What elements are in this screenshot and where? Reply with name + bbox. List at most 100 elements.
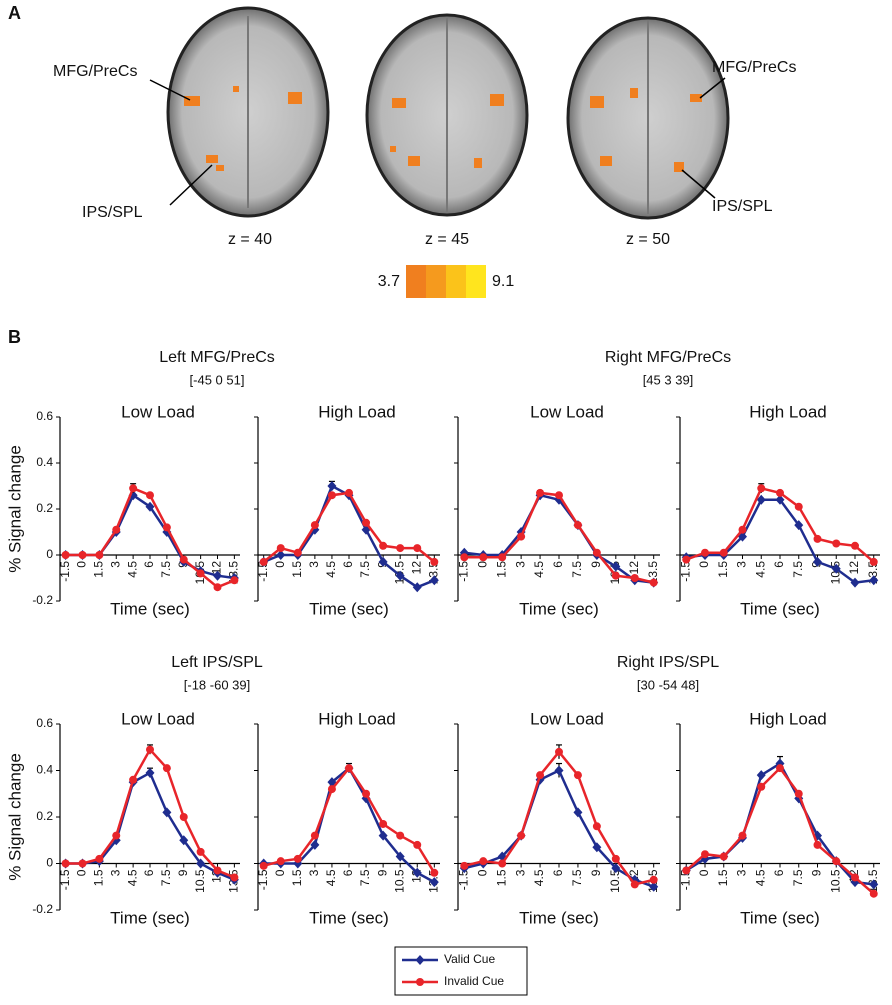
series-line (263, 766, 436, 874)
brain (166, 6, 330, 218)
x-tick-label: 9 (589, 561, 603, 568)
data-point (869, 879, 879, 890)
x-tick-label: 1.5 (494, 561, 508, 578)
data-point (573, 521, 582, 530)
data-point (832, 539, 841, 548)
data-point (869, 889, 878, 898)
data-point (145, 501, 155, 512)
x-tick-label: 4.5 (753, 561, 767, 578)
x-tick-label: 4.5 (532, 561, 546, 578)
data-point (757, 782, 766, 791)
data-point (851, 541, 859, 550)
data-point (831, 563, 841, 574)
colorbar-max: 9.1 (492, 273, 514, 290)
x-axis-label: Time (sec) (740, 599, 820, 618)
data-point (61, 859, 70, 868)
chart-title: Low Load (121, 709, 195, 728)
x-tick-label: 6 (341, 869, 355, 876)
data-point (554, 765, 564, 776)
chart-title: High Load (749, 402, 827, 421)
x-tick-label: 7.5 (159, 561, 173, 578)
x-axis-label: Time (sec) (309, 599, 389, 618)
data-point (259, 861, 268, 870)
x-tick-label: -1.5 (58, 869, 72, 890)
legend-label: Invalid Cue (444, 974, 504, 988)
data-point (162, 807, 172, 818)
data-point (460, 861, 469, 870)
x-tick-label: 12 (210, 561, 224, 575)
x-tick-label: 3 (735, 869, 749, 876)
group-title: Right MFG/PreCs (605, 349, 731, 366)
data-point (129, 775, 138, 784)
group-title: Left MFG/PreCs (159, 349, 275, 366)
x-axis-label: Time (sec) (519, 908, 599, 927)
data-point (196, 858, 206, 869)
data-point (517, 831, 526, 840)
data-point (498, 553, 507, 562)
x-tick-label: 3 (108, 869, 122, 876)
data-point (573, 807, 583, 818)
data-point (378, 830, 388, 841)
x-tick-label: 6 (551, 869, 565, 876)
data-point (430, 557, 439, 566)
x-tick-label: 3 (307, 869, 321, 876)
x-tick-label: 6 (551, 561, 565, 568)
data-point (430, 868, 439, 877)
data-point (649, 875, 658, 884)
data-point (179, 555, 188, 564)
x-tick-label: 4.5 (125, 869, 139, 886)
data-point (775, 494, 785, 505)
x-tick-label: 9 (589, 869, 603, 876)
x-tick-label: 6 (142, 869, 156, 876)
x-tick-label: 9 (810, 869, 824, 876)
x-tick-label: -1.5 (58, 561, 72, 582)
data-point (611, 571, 620, 580)
x-axis-label: Time (sec) (309, 908, 389, 927)
y-tick-label: -0.2 (32, 593, 53, 607)
x-tick-label: -1.5 (456, 869, 470, 890)
data-point (832, 857, 841, 866)
data-point (179, 813, 188, 821)
data-point (813, 534, 822, 543)
data-point (851, 873, 859, 882)
x-tick-label: -1.5 (678, 561, 692, 582)
data-point (517, 532, 526, 541)
data-point (756, 494, 766, 505)
data-point (701, 850, 709, 859)
x-axis-label: Time (sec) (519, 599, 599, 618)
x-tick-label: 4.5 (324, 869, 338, 886)
data-point (719, 852, 728, 861)
data-point (776, 764, 784, 773)
data-point (146, 491, 154, 500)
x-tick-label: 4.5 (753, 869, 767, 886)
data-point (78, 859, 87, 868)
x-axis-label: Time (sec) (110, 599, 190, 618)
data-point (379, 541, 388, 550)
series-line (686, 498, 874, 584)
data-point (536, 771, 545, 780)
data-point (429, 575, 439, 586)
x-tick-label: 0 (273, 869, 287, 876)
annotation: IPS/SPL (82, 204, 143, 221)
group-coords: [30 -54 48] (637, 677, 699, 692)
x-tick-label: 10.5 (608, 869, 622, 893)
annotation: MFG/PreCs (53, 63, 137, 80)
x-tick-label: 0 (273, 561, 287, 568)
legend-label: Valid Cue (444, 952, 495, 966)
data-point (757, 484, 766, 493)
x-tick-label: 6 (772, 869, 786, 876)
data-point (310, 831, 319, 840)
x-tick-label: 0 (697, 869, 711, 876)
data-point (555, 747, 563, 756)
data-point (813, 840, 822, 849)
x-tick-label: 9 (375, 869, 389, 876)
chart-title: High Load (318, 709, 396, 728)
x-tick-label: 7.5 (791, 561, 805, 578)
data-point (756, 770, 766, 781)
x-tick-label: 0 (475, 869, 489, 876)
x-tick-label: 6 (772, 561, 786, 568)
x-axis-label: Time (sec) (110, 908, 190, 927)
x-tick-label: 1.5 (92, 561, 106, 578)
data-point (682, 866, 691, 875)
